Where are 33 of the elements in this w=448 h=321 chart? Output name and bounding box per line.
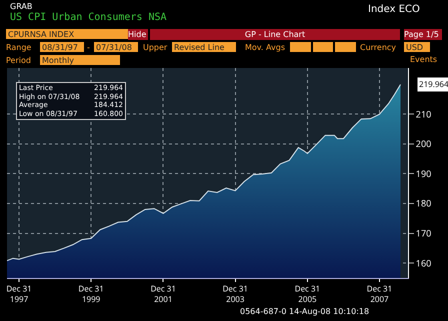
y-tick-label: 210 <box>416 107 432 120</box>
text: Currency <box>360 42 396 53</box>
x-tick-label: Dec 31 1997 <box>6 284 32 305</box>
text: Hide <box>128 29 148 40</box>
x-tick-label: Dec 31 2007 <box>366 284 392 305</box>
annotation: 219.964 <box>419 79 448 90</box>
text: 08/31/97 <box>40 42 84 52</box>
text: Events <box>410 54 438 65</box>
y-tick-label: 190 <box>416 166 432 180</box>
text: Period <box>6 55 31 66</box>
text: CPURNSA INDEX <box>8 30 74 39</box>
text: Upper <box>143 42 168 53</box>
text: 07/31/08 <box>94 42 138 52</box>
text: Range <box>6 42 32 53</box>
x-tick-label: Dec 31 2003 <box>222 284 248 305</box>
text: - <box>87 42 90 53</box>
text: Mov. Avgs <box>245 42 285 53</box>
text: GRAB <box>10 1 32 12</box>
text: GP - Line Chart <box>150 29 400 40</box>
x-tick-label: Dec 31 1999 <box>78 284 104 305</box>
x-tick-label: Dec 31 2005 <box>294 284 320 305</box>
text: 0564-687-0 14-Aug-08 10:10:18 <box>240 306 370 317</box>
text: USD <box>404 42 430 52</box>
text: Index ECO <box>368 4 420 15</box>
y-tick-label: 170 <box>416 226 432 240</box>
text: Revised Line <box>172 42 236 52</box>
chart-title: US CPI Urban Consumers NSA <box>10 12 167 23</box>
text: Monthly <box>40 55 120 65</box>
text: Page 1/5 <box>404 29 442 40</box>
y-tick-label: 200 <box>416 137 432 150</box>
y-tick-label: 160 <box>416 256 432 270</box>
x-tick-label: Dec 31 2001 <box>150 284 176 305</box>
y-tick-label: 180 <box>416 196 432 210</box>
